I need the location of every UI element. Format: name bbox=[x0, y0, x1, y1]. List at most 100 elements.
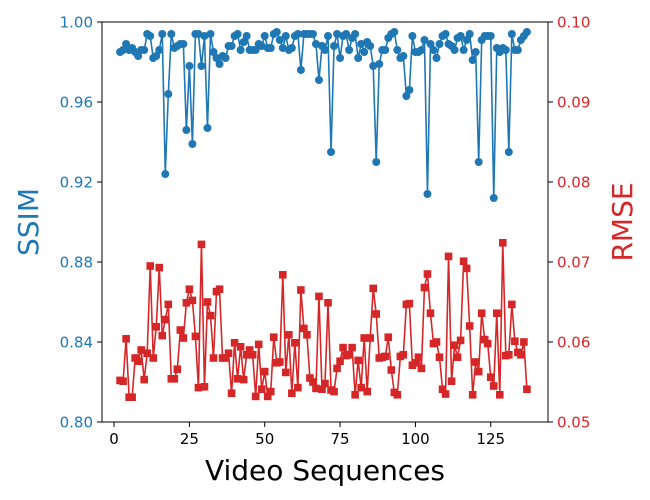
ssim-point bbox=[161, 170, 170, 178]
rmse-point bbox=[339, 343, 347, 352]
ssim-point bbox=[197, 62, 206, 70]
ssim-point bbox=[399, 52, 408, 60]
ssim-point bbox=[251, 46, 260, 54]
x-axis-ticks: 0 25 50 75 100 125 bbox=[109, 422, 505, 448]
rmse-point bbox=[158, 331, 167, 340]
rmse-point bbox=[321, 379, 329, 388]
ssim-point bbox=[308, 30, 317, 38]
ssim-point bbox=[372, 158, 381, 166]
x-tick-label: 25 bbox=[180, 430, 199, 448]
rmse-point bbox=[245, 346, 254, 354]
ssim-point bbox=[522, 28, 531, 36]
rmse-point bbox=[285, 331, 293, 339]
ssim-point bbox=[122, 40, 131, 48]
rmse-point bbox=[188, 296, 197, 305]
rmse-point bbox=[318, 385, 326, 393]
rmse-point bbox=[477, 309, 486, 317]
rmse-point bbox=[387, 366, 396, 374]
rmse-point bbox=[239, 375, 248, 384]
rmse-point bbox=[465, 322, 474, 330]
rmse-point bbox=[263, 392, 272, 401]
ssim-point bbox=[486, 32, 495, 40]
rmse-point bbox=[242, 351, 251, 359]
rmse-point bbox=[411, 359, 420, 367]
rmse-point bbox=[357, 383, 365, 392]
ssim-point bbox=[393, 46, 402, 54]
rmse-point bbox=[499, 239, 507, 247]
plot-area-frame bbox=[101, 21, 549, 423]
rmse-point bbox=[149, 354, 158, 362]
rmse-point bbox=[119, 377, 127, 385]
ssim-point bbox=[164, 90, 173, 98]
ssim-point bbox=[233, 30, 242, 38]
rmse-point bbox=[140, 375, 148, 384]
rmse-point bbox=[309, 378, 317, 386]
rmse-point bbox=[260, 367, 269, 376]
ssim-point bbox=[465, 30, 474, 38]
rmse-point bbox=[474, 367, 483, 376]
ssim-point bbox=[327, 148, 336, 156]
ssim-point bbox=[324, 32, 333, 40]
ssim-point bbox=[266, 44, 275, 52]
ssim-point bbox=[423, 190, 432, 198]
rmse-point bbox=[303, 331, 311, 339]
ssim-point bbox=[405, 86, 414, 94]
rmse-point bbox=[306, 374, 314, 382]
left-y-axis-ticks: 0.80 0.84 0.88 0.92 0.96 1.00 bbox=[60, 14, 102, 432]
rmse-point bbox=[505, 351, 513, 359]
rmse-point bbox=[282, 368, 290, 377]
left-y-tick-label: 0.84 bbox=[60, 334, 93, 352]
ssim-point bbox=[402, 92, 411, 100]
rmse-point bbox=[215, 285, 224, 293]
rmse-point bbox=[257, 385, 266, 393]
rmse-point bbox=[520, 338, 528, 346]
rmse-point bbox=[405, 299, 414, 308]
rmse-point bbox=[441, 390, 450, 398]
rmse-point bbox=[276, 358, 284, 366]
right-y-tick-label: 0.08 bbox=[557, 174, 590, 192]
ssim-point bbox=[417, 46, 426, 54]
ssim-point bbox=[260, 32, 269, 40]
rmse-point bbox=[269, 333, 278, 341]
ssim-point bbox=[360, 48, 369, 56]
rmse-point bbox=[266, 387, 275, 396]
ssim-series bbox=[116, 28, 531, 202]
ssim-point bbox=[381, 46, 390, 54]
rmse-point bbox=[459, 257, 468, 265]
ssim-point bbox=[354, 54, 363, 62]
ssim-point bbox=[209, 48, 218, 56]
rmse-point bbox=[224, 349, 233, 357]
ssim-point bbox=[281, 32, 290, 40]
rmse-point bbox=[471, 358, 480, 366]
left-y-axis-title: SSIM bbox=[12, 188, 45, 256]
rmse-point bbox=[399, 351, 408, 359]
left-y-tick-label: 1.00 bbox=[60, 14, 93, 32]
rmse-point bbox=[203, 298, 212, 306]
ssim-point bbox=[342, 30, 351, 38]
ssim-point bbox=[432, 54, 441, 62]
rmse-point bbox=[185, 285, 194, 293]
ssim-point bbox=[182, 126, 191, 134]
rmse-point bbox=[324, 299, 332, 307]
rmse-point bbox=[435, 353, 444, 361]
ssim-point bbox=[489, 194, 498, 202]
ssim-point bbox=[513, 46, 522, 54]
rmse-point bbox=[230, 339, 239, 347]
ssim-point bbox=[435, 40, 444, 48]
ssim-point bbox=[462, 36, 471, 44]
rmse-point bbox=[152, 323, 161, 331]
rmse-point bbox=[300, 324, 308, 333]
ssim-point bbox=[179, 40, 188, 48]
rmse-point bbox=[450, 341, 459, 349]
rmse-point bbox=[468, 391, 477, 399]
rmse-point bbox=[336, 357, 344, 365]
ssim-point bbox=[321, 46, 329, 54]
rmse-point bbox=[414, 353, 423, 361]
right-y-tick-label: 0.10 bbox=[557, 14, 590, 32]
ssim-point bbox=[242, 32, 251, 40]
ssim-point bbox=[146, 32, 155, 40]
rmse-point bbox=[194, 383, 203, 392]
ssim-point bbox=[200, 32, 209, 40]
rmse-point bbox=[191, 332, 200, 341]
rmse-point bbox=[179, 334, 188, 342]
